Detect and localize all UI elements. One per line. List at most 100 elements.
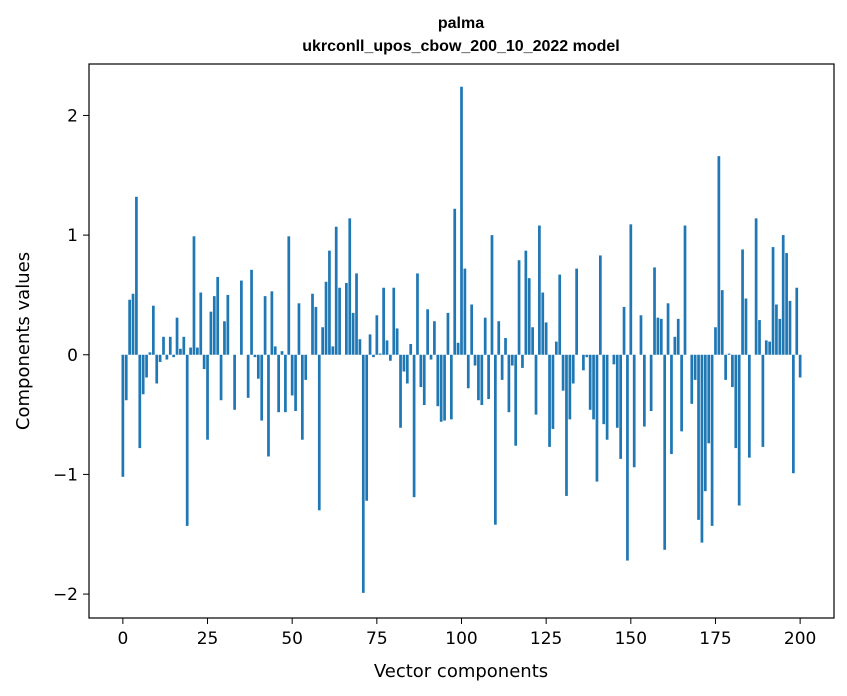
bar — [189, 347, 192, 355]
bar — [185, 354, 189, 526]
bar — [466, 354, 470, 389]
bar — [280, 351, 284, 355]
bar — [487, 354, 490, 400]
x-axis-ticks: 0 25 50 75 100 125 150 175 200 — [117, 618, 816, 649]
bar — [710, 354, 714, 526]
bar — [595, 354, 599, 482]
bar — [470, 304, 474, 355]
bar — [158, 354, 162, 362]
bar — [656, 317, 660, 355]
bar — [507, 354, 511, 413]
x-tick-label: 150 — [615, 629, 647, 649]
bar — [331, 346, 335, 355]
bar — [754, 218, 758, 355]
bar — [582, 354, 585, 371]
bar — [781, 235, 785, 355]
bar — [368, 334, 372, 355]
bar — [145, 354, 148, 378]
bar — [121, 354, 125, 477]
bar — [439, 354, 443, 422]
bar — [395, 328, 399, 355]
bar — [267, 354, 270, 457]
x-tick-label: 175 — [699, 629, 731, 649]
bar — [673, 336, 677, 355]
bar — [568, 354, 572, 420]
bar — [233, 354, 236, 410]
bar — [639, 315, 643, 355]
bar — [717, 156, 721, 355]
bar — [399, 354, 402, 428]
bar — [504, 338, 507, 355]
bar — [707, 354, 711, 444]
bar — [240, 280, 243, 355]
bar — [565, 354, 568, 496]
bar — [731, 354, 734, 388]
bar — [426, 309, 429, 355]
bar — [216, 276, 220, 355]
bar — [253, 354, 257, 358]
bar — [575, 268, 578, 355]
chart-title: palma — [438, 15, 484, 32]
bar — [422, 354, 426, 406]
bar — [165, 354, 169, 360]
bar — [196, 347, 199, 355]
bar — [345, 282, 348, 355]
bar — [456, 342, 460, 355]
bar — [517, 260, 521, 355]
bar — [321, 327, 325, 355]
bar — [615, 354, 619, 428]
x-tick-label: 0 — [117, 629, 128, 649]
bar — [622, 306, 626, 355]
bar — [714, 327, 717, 355]
bar — [524, 250, 528, 355]
bar — [300, 354, 304, 440]
bar — [653, 267, 656, 355]
bar — [741, 249, 744, 355]
bar — [304, 354, 308, 380]
bar — [416, 273, 419, 355]
bar — [162, 336, 165, 355]
bar — [734, 354, 738, 449]
bar — [605, 354, 609, 440]
bar — [592, 354, 595, 420]
bar — [155, 354, 159, 384]
bar — [785, 253, 788, 355]
x-axis-label: Vector components — [374, 661, 548, 682]
bar — [551, 354, 555, 429]
bar — [697, 354, 700, 520]
bar — [358, 339, 362, 355]
bar — [172, 354, 176, 358]
bar — [324, 281, 328, 355]
bar — [798, 354, 802, 378]
bar — [277, 354, 280, 413]
bar — [761, 354, 765, 447]
bar — [480, 354, 484, 406]
bar — [463, 268, 467, 355]
bar — [612, 354, 616, 365]
bar — [284, 354, 287, 413]
bar — [521, 354, 524, 368]
bar — [182, 336, 186, 355]
bar — [490, 235, 494, 355]
y-tick-label: −1 — [53, 465, 78, 485]
bar — [311, 293, 314, 355]
bar — [355, 273, 358, 355]
bar — [260, 354, 264, 421]
bar — [334, 226, 338, 355]
bar — [409, 343, 413, 355]
bar — [124, 354, 128, 401]
bar — [219, 354, 223, 401]
bar — [314, 306, 318, 355]
bar — [223, 321, 226, 355]
bar — [361, 354, 365, 593]
bar — [602, 354, 606, 425]
bar — [510, 354, 514, 366]
bar — [744, 298, 748, 355]
plot-frame — [88, 63, 835, 619]
bar — [747, 354, 751, 458]
bar — [619, 354, 623, 459]
bar — [212, 296, 216, 355]
bar — [632, 354, 636, 468]
bar — [226, 294, 230, 355]
